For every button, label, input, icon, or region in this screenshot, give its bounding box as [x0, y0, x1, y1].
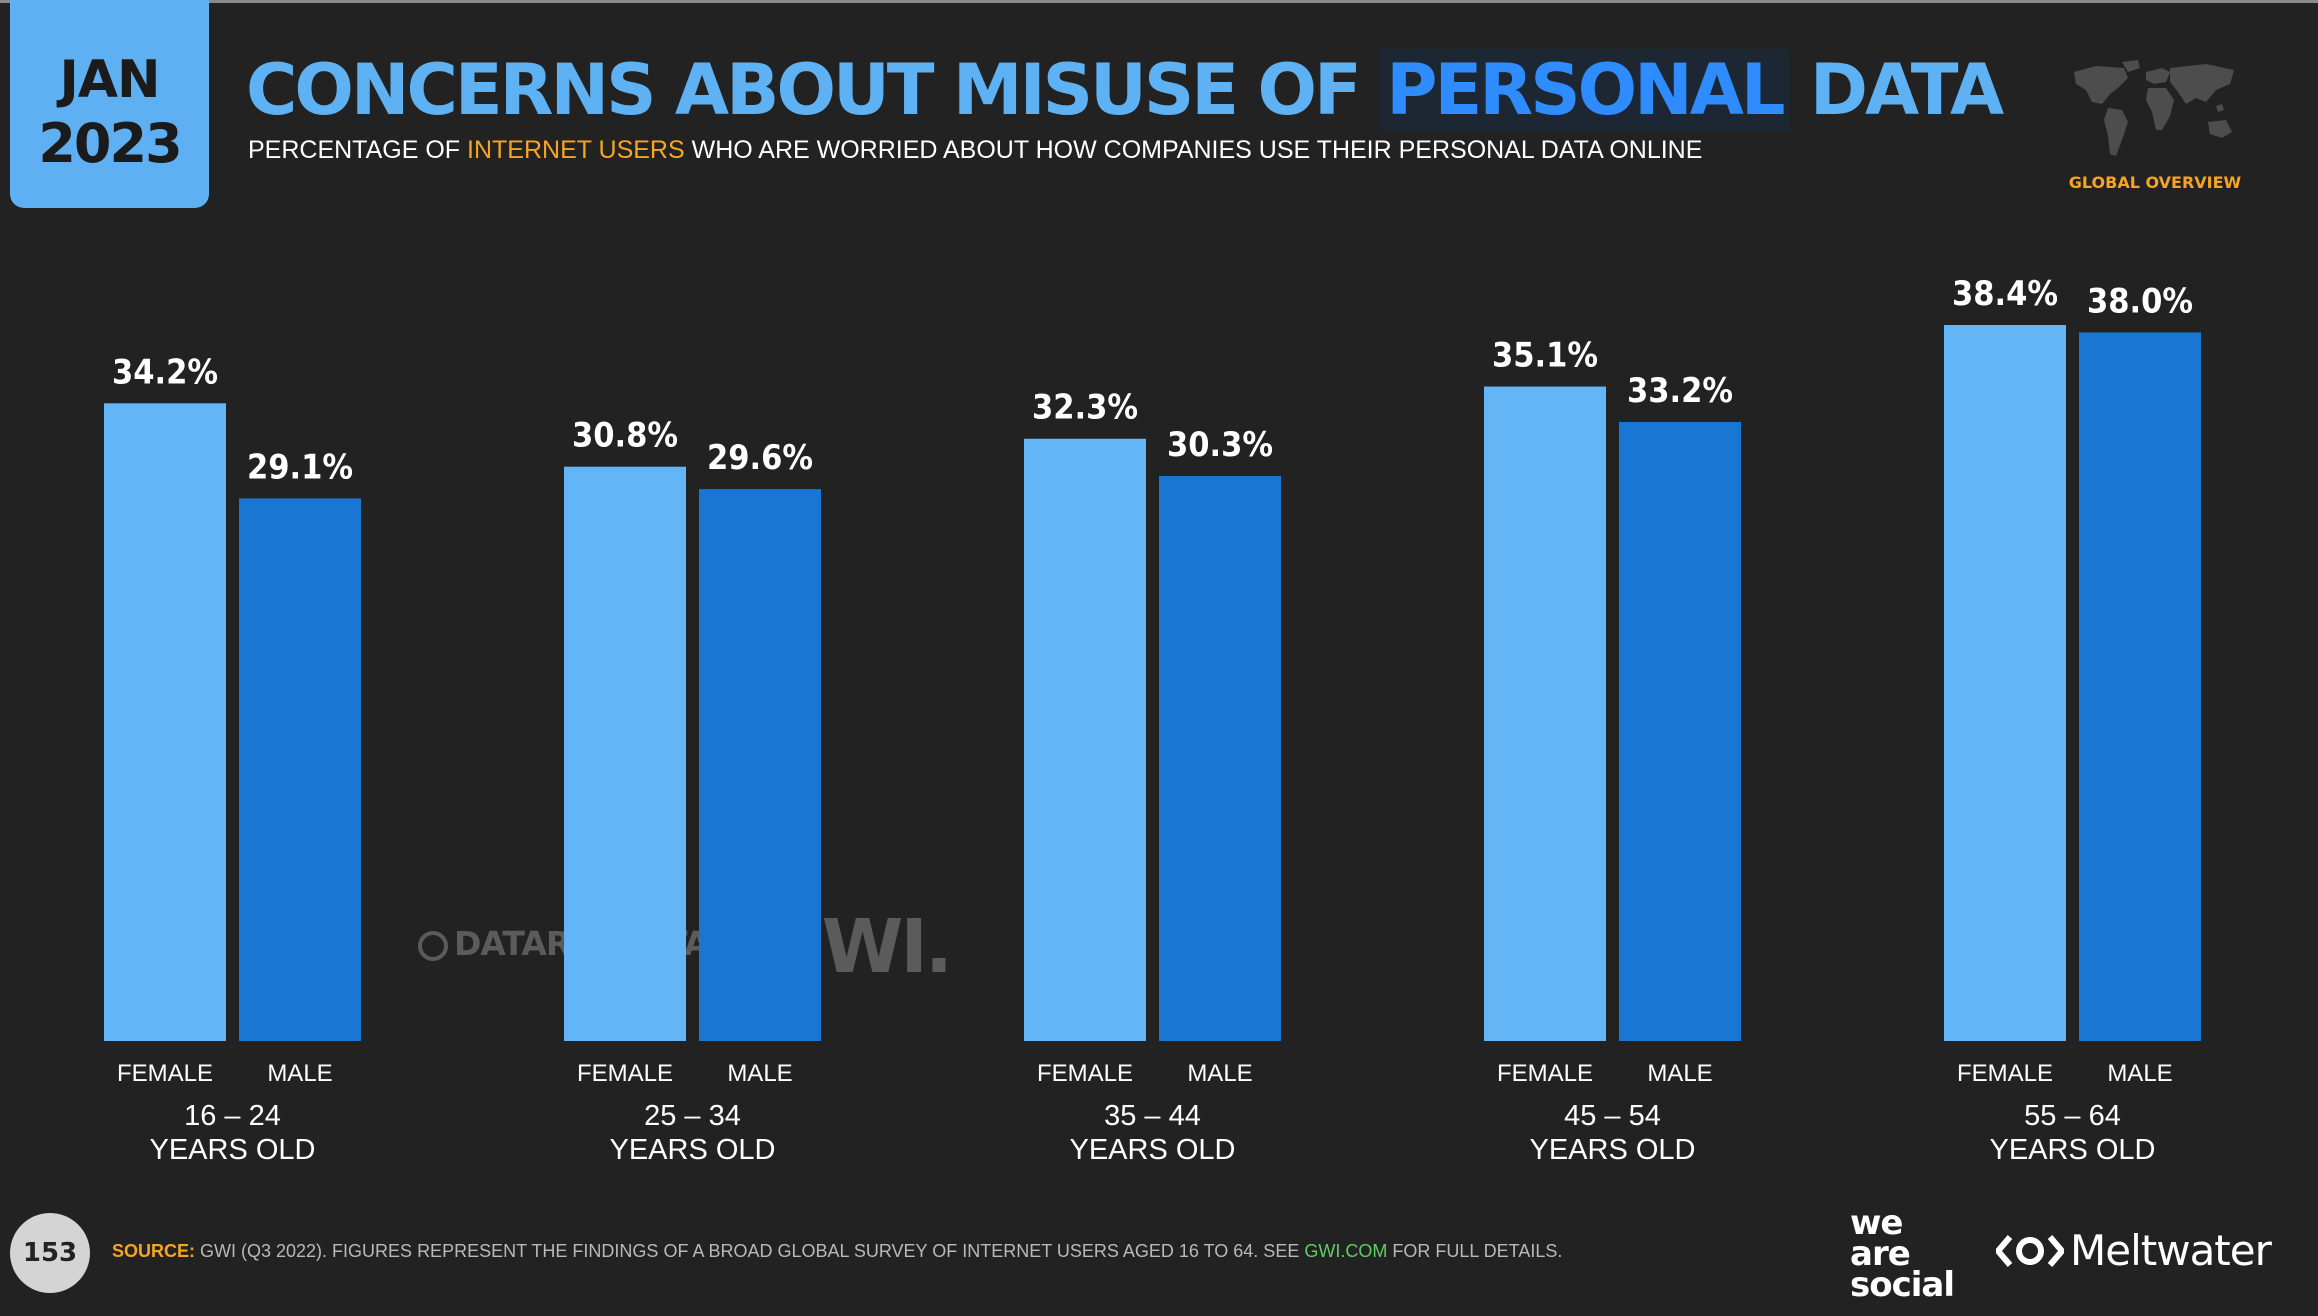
category-label: 55 – 64: [2024, 1100, 2121, 1132]
logo-line-social: social: [1850, 1265, 1955, 1305]
data-label: 38.4%: [1952, 274, 2058, 314]
logo-line-are: are: [1850, 1234, 1911, 1274]
bar-female: [1944, 325, 2066, 1041]
bar-male: [1619, 421, 1741, 1041]
series-label: MALE: [1647, 1060, 1712, 1087]
data-label: 35.1%: [1492, 336, 1598, 376]
title-post: DATA: [1788, 49, 2004, 131]
source-link[interactable]: GWI.COM: [1304, 1241, 1388, 1261]
data-label: 30.8%: [572, 416, 678, 456]
data-label: 38.0%: [2087, 281, 2193, 321]
page-subtitle: PERCENTAGE OF INTERNET USERS WHO ARE WOR…: [248, 136, 1702, 165]
page-number: 153: [10, 1213, 90, 1293]
source-note: SOURCE: GWI (Q3 2022). FIGURES REPRESENT…: [112, 1241, 1562, 1262]
series-label: FEMALE: [1957, 1060, 2053, 1087]
date-year: 2023: [38, 112, 182, 175]
category-label-suffix: YEARS OLD: [1530, 1134, 1696, 1166]
datareportal-logo-icon: [418, 931, 448, 961]
series-label: MALE: [267, 1060, 332, 1087]
series-label: FEMALE: [577, 1060, 673, 1087]
data-label: 34.2%: [112, 352, 218, 392]
category-label: 35 – 44: [1104, 1100, 1201, 1132]
category-label: 25 – 34: [644, 1100, 741, 1132]
title-highlight: PERSONAL: [1380, 49, 1789, 131]
series-label: FEMALE: [1497, 1060, 1593, 1087]
category-label: 16 – 24: [184, 1100, 281, 1132]
bar-female: [1484, 386, 1606, 1041]
top-border: [0, 0, 2318, 3]
title-pre: CONCERNS ABOUT MISUSE OF: [246, 49, 1381, 131]
data-label: 30.3%: [1167, 425, 1273, 465]
date-badge: JAN 2023: [10, 0, 209, 208]
subtitle-pre: PERCENTAGE OF: [248, 136, 468, 164]
section-label: GLOBAL OVERVIEW: [2068, 173, 2242, 192]
source-text-end: FOR FULL DETAILS.: [1387, 1241, 1563, 1261]
category-label-suffix: YEARS OLD: [610, 1134, 776, 1166]
subtitle-post: WHO ARE WORRIED ABOUT HOW COMPANIES USE …: [684, 136, 1703, 164]
series-label: MALE: [2107, 1060, 2172, 1087]
subtitle-highlight: INTERNET USERS: [467, 136, 685, 164]
bar-female: [104, 403, 226, 1041]
date-month: JAN: [59, 50, 160, 110]
source-text: GWI (Q3 2022). FIGURES REPRESENT THE FIN…: [195, 1241, 1305, 1261]
we-are-social-logo: we are social: [1850, 1203, 1980, 1305]
meltwater-text: Meltwater: [2070, 1226, 2272, 1275]
bar-male: [1159, 476, 1281, 1041]
series-label: FEMALE: [1037, 1060, 1133, 1087]
category-label-suffix: YEARS OLD: [1070, 1134, 1236, 1166]
bar-male: [239, 498, 361, 1041]
world-map-icon: [2074, 60, 2234, 156]
series-label: MALE: [727, 1060, 792, 1087]
source-label: SOURCE:: [112, 1241, 196, 1261]
series-label: FEMALE: [117, 1060, 213, 1087]
bar-female: [564, 466, 686, 1041]
data-label: 33.2%: [1627, 371, 1733, 411]
data-label: 29.6%: [707, 438, 813, 478]
logo-line-we: we: [1850, 1203, 1903, 1243]
bar-male: [699, 489, 821, 1041]
category-label-suffix: YEARS OLD: [1990, 1134, 2156, 1166]
meltwater-mark-icon: [1996, 1235, 2064, 1267]
category-label-suffix: YEARS OLD: [150, 1134, 316, 1166]
page-title: CONCERNS ABOUT MISUSE OF PERSONAL DATA: [246, 48, 2004, 132]
bar-male: [2079, 332, 2201, 1041]
series-label: MALE: [1187, 1060, 1252, 1087]
data-label: 32.3%: [1032, 388, 1138, 428]
meltwater-logo: Meltwater: [1996, 1226, 2272, 1275]
bar-female: [1024, 438, 1146, 1041]
data-label: 29.1%: [247, 447, 353, 487]
category-label: 45 – 54: [1564, 1100, 1661, 1132]
